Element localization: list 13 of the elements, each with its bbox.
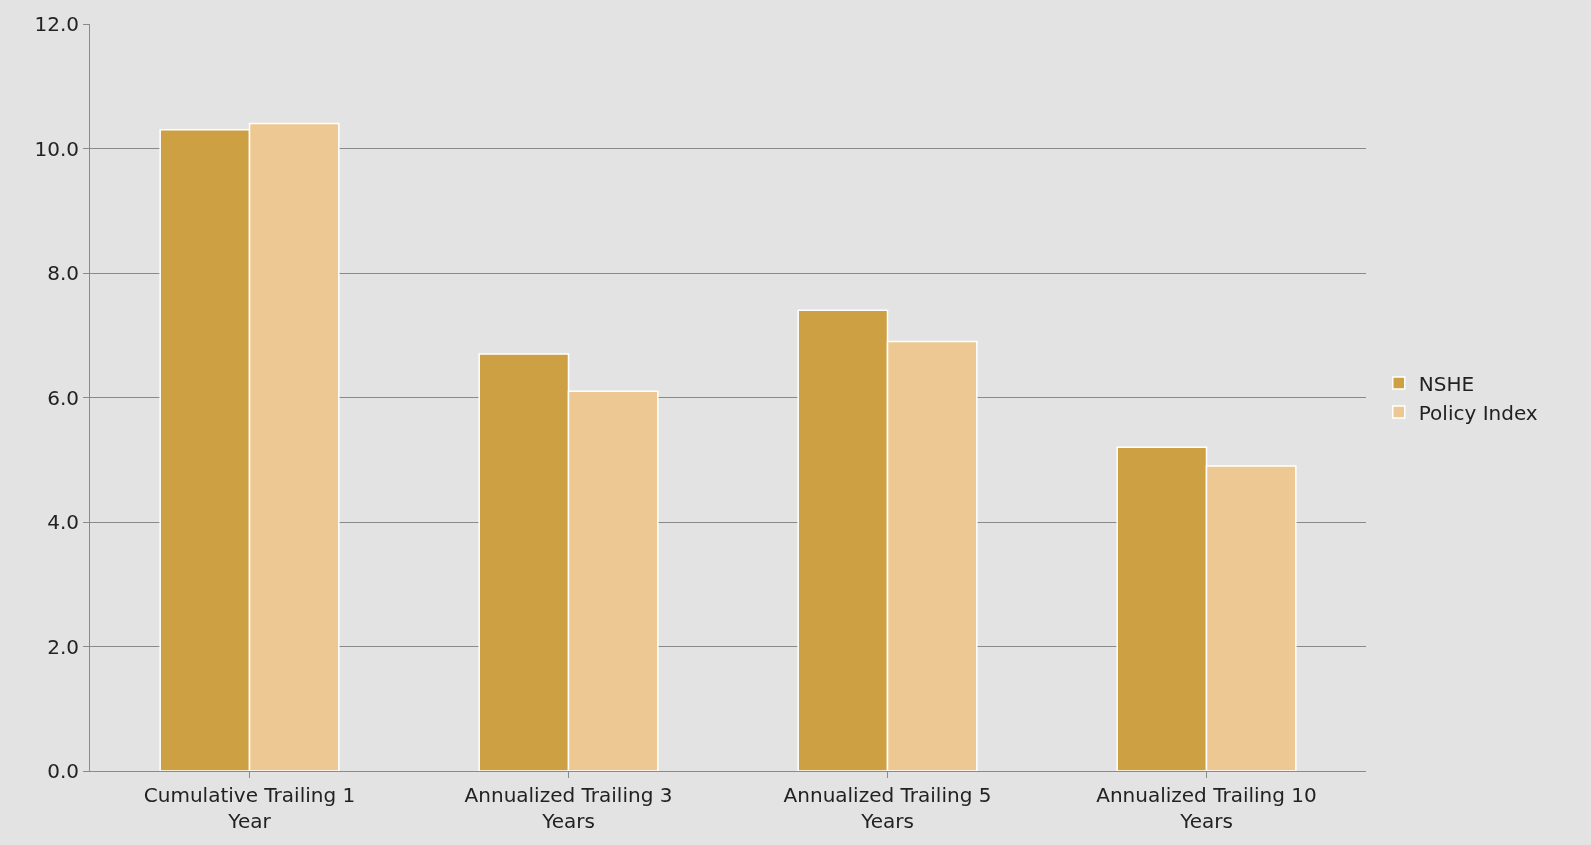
y-tick-label: 0.0 <box>47 759 79 783</box>
y-tick-label: 6.0 <box>47 385 79 410</box>
y-tick-label: 10.0 <box>34 136 79 161</box>
y-tick-label: 12.0 <box>34 12 79 36</box>
x-tick-label: Cumulative Trailing 1 Year <box>143 783 356 833</box>
y-tick-label: 4.0 <box>47 510 79 534</box>
legend-label: Policy Index <box>1418 400 1538 425</box>
y-tick-label: 2.0 <box>47 634 79 659</box>
y-tick-label: 8.0 <box>47 261 79 285</box>
legend-label: NSHE <box>1418 371 1475 396</box>
x-tick-label: Annualized Trailing 10 Years <box>1096 783 1317 833</box>
x-tick-label: Annualized Trailing 5 Years <box>783 783 992 833</box>
x-tick-label: Annualized Trailing 3 Years <box>464 783 673 833</box>
